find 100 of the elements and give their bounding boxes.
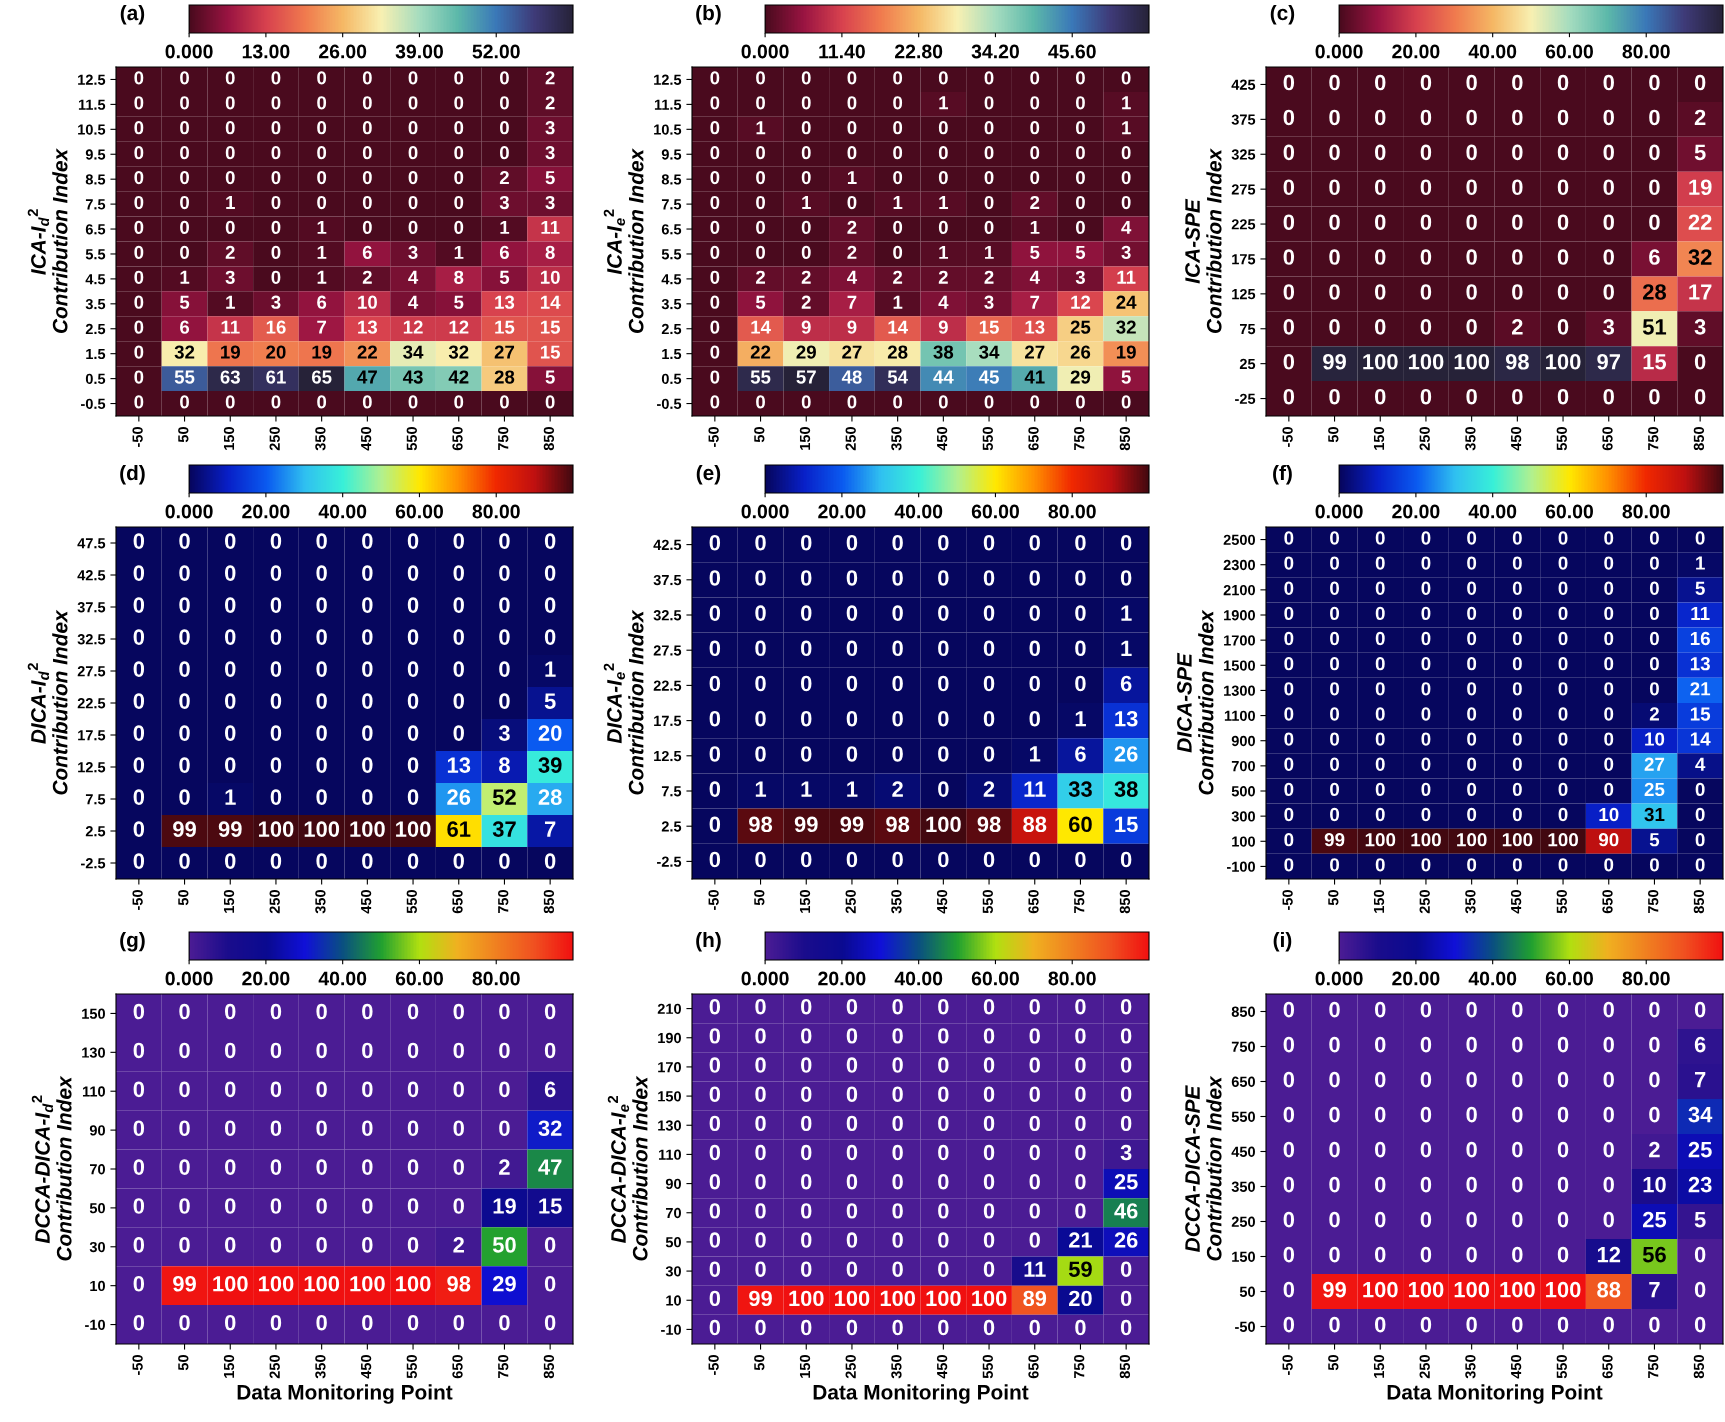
- data-label: 2: [1512, 319, 1523, 335]
- y-tick-label: 42.5: [653, 539, 682, 551]
- data-label: 0: [134, 270, 144, 284]
- data-label: 1: [1121, 640, 1132, 656]
- chart-title: (f): [1273, 464, 1292, 485]
- data-label: 0: [225, 96, 235, 110]
- data-label: 0: [180, 220, 189, 235]
- data-label: 0: [1649, 631, 1659, 646]
- data-label: 39: [538, 757, 562, 773]
- data-label: 2: [1030, 195, 1040, 209]
- data-label: 0: [801, 1086, 812, 1102]
- data-label: 55: [750, 370, 771, 384]
- data-label: 0: [846, 1203, 858, 1219]
- x-axis-title: Data Monitoring Point: [813, 1384, 1029, 1404]
- data-label: 0: [407, 725, 419, 741]
- data-label: 3: [545, 121, 555, 135]
- data-label: 0: [1283, 214, 1295, 230]
- data-label: 0: [1329, 1176, 1340, 1193]
- data-label: 0: [133, 1275, 145, 1292]
- data-label: 0: [755, 1144, 766, 1161]
- data-label: 0: [1375, 1106, 1386, 1123]
- data-label: 0: [1330, 656, 1340, 671]
- data-label: 21: [1690, 682, 1711, 696]
- data-label: 0: [1512, 74, 1523, 91]
- data-label: 2: [756, 270, 765, 284]
- data-label: 0: [1603, 284, 1614, 300]
- data-label: 0: [1121, 71, 1131, 85]
- y-tick-label: 7.5: [661, 199, 682, 210]
- y-tick-label: 4.5: [85, 274, 106, 285]
- data-label: 0: [938, 710, 949, 727]
- data-label: 1: [893, 295, 903, 309]
- data-label: 0: [984, 395, 994, 409]
- data-label: 0: [316, 725, 327, 741]
- data-label: 0: [1512, 1211, 1523, 1228]
- data-label: 0: [1649, 74, 1660, 91]
- data-label: 0: [1075, 1086, 1086, 1102]
- x-tick-label: 850: [1693, 427, 1705, 451]
- data-label: 0: [1421, 757, 1431, 771]
- data-label: 0: [801, 1232, 812, 1248]
- color-bar-label: 40.00: [1468, 504, 1517, 519]
- data-label: 11: [541, 221, 560, 234]
- x-tick-label: 650: [452, 427, 463, 451]
- data-label: 0: [270, 1159, 282, 1175]
- data-label: 0: [134, 195, 144, 210]
- data-label: 2: [499, 1159, 510, 1175]
- data-label: 0: [1329, 179, 1340, 196]
- data-label: 0: [1420, 1316, 1432, 1333]
- data-label: 0: [1075, 395, 1085, 409]
- x-tick-label: 750: [1648, 427, 1659, 451]
- data-label: 0: [1420, 284, 1432, 300]
- data-label: 0: [179, 629, 190, 645]
- data-label: 0: [755, 1086, 766, 1102]
- x-tick-label: 50: [754, 890, 765, 906]
- data-label: 0: [1603, 1001, 1614, 1018]
- data-label: 0: [892, 1261, 903, 1277]
- data-label: 0: [983, 710, 995, 727]
- x-tick-label: 750: [1074, 1355, 1085, 1379]
- y-tick-label: 110: [82, 1086, 105, 1097]
- data-label: 0: [1466, 249, 1477, 265]
- color-bar-label: 26.00: [319, 44, 367, 59]
- y-tick-label: 2.5: [661, 821, 682, 832]
- y-tick-label: 27.5: [653, 645, 682, 656]
- data-label: 0: [983, 1203, 995, 1219]
- data-label: 0: [179, 661, 190, 677]
- y-tick-label: -25: [1235, 393, 1256, 404]
- data-label: 0: [1558, 581, 1568, 595]
- data-label: 0: [846, 534, 858, 551]
- data-label: 3: [499, 195, 509, 210]
- data-label: 0: [1512, 1176, 1523, 1193]
- y-tick-label: 170: [658, 1062, 681, 1073]
- data-label: 0: [1604, 531, 1614, 545]
- data-label: 0: [710, 345, 720, 359]
- data-label: 0: [134, 320, 144, 334]
- data-label: 10: [1599, 807, 1619, 822]
- data-label: 0: [938, 170, 948, 185]
- data-label: 0: [801, 121, 811, 135]
- data-label: 17: [1689, 284, 1712, 300]
- data-label: 0: [1421, 732, 1431, 746]
- x-tick-label: 250: [845, 1355, 856, 1379]
- data-label: 41: [1024, 370, 1045, 384]
- data-label: 4: [938, 295, 949, 309]
- data-label: 0: [709, 1115, 721, 1132]
- data-label: 0: [983, 1144, 995, 1161]
- data-label: 0: [1075, 146, 1085, 160]
- x-tick-label: 850: [543, 1355, 555, 1379]
- y-tick-label: 1900: [1224, 610, 1255, 621]
- data-label: 88: [1023, 816, 1047, 833]
- data-label: 0: [1558, 631, 1568, 646]
- data-label: 100: [972, 1290, 1007, 1307]
- data-label: 0: [1120, 1290, 1132, 1307]
- data-label: 0: [1420, 388, 1432, 405]
- data-label: 0: [453, 533, 464, 549]
- data-label: 25: [1688, 1141, 1712, 1158]
- x-tick-label: 350: [315, 890, 326, 914]
- data-label: 0: [1375, 682, 1385, 696]
- data-label: 0: [801, 1173, 812, 1190]
- data-label: 0: [316, 565, 327, 581]
- y-tick-label: 5.5: [85, 249, 106, 260]
- y-tick-label: 22.5: [653, 680, 682, 691]
- data-label: 5: [1030, 245, 1040, 259]
